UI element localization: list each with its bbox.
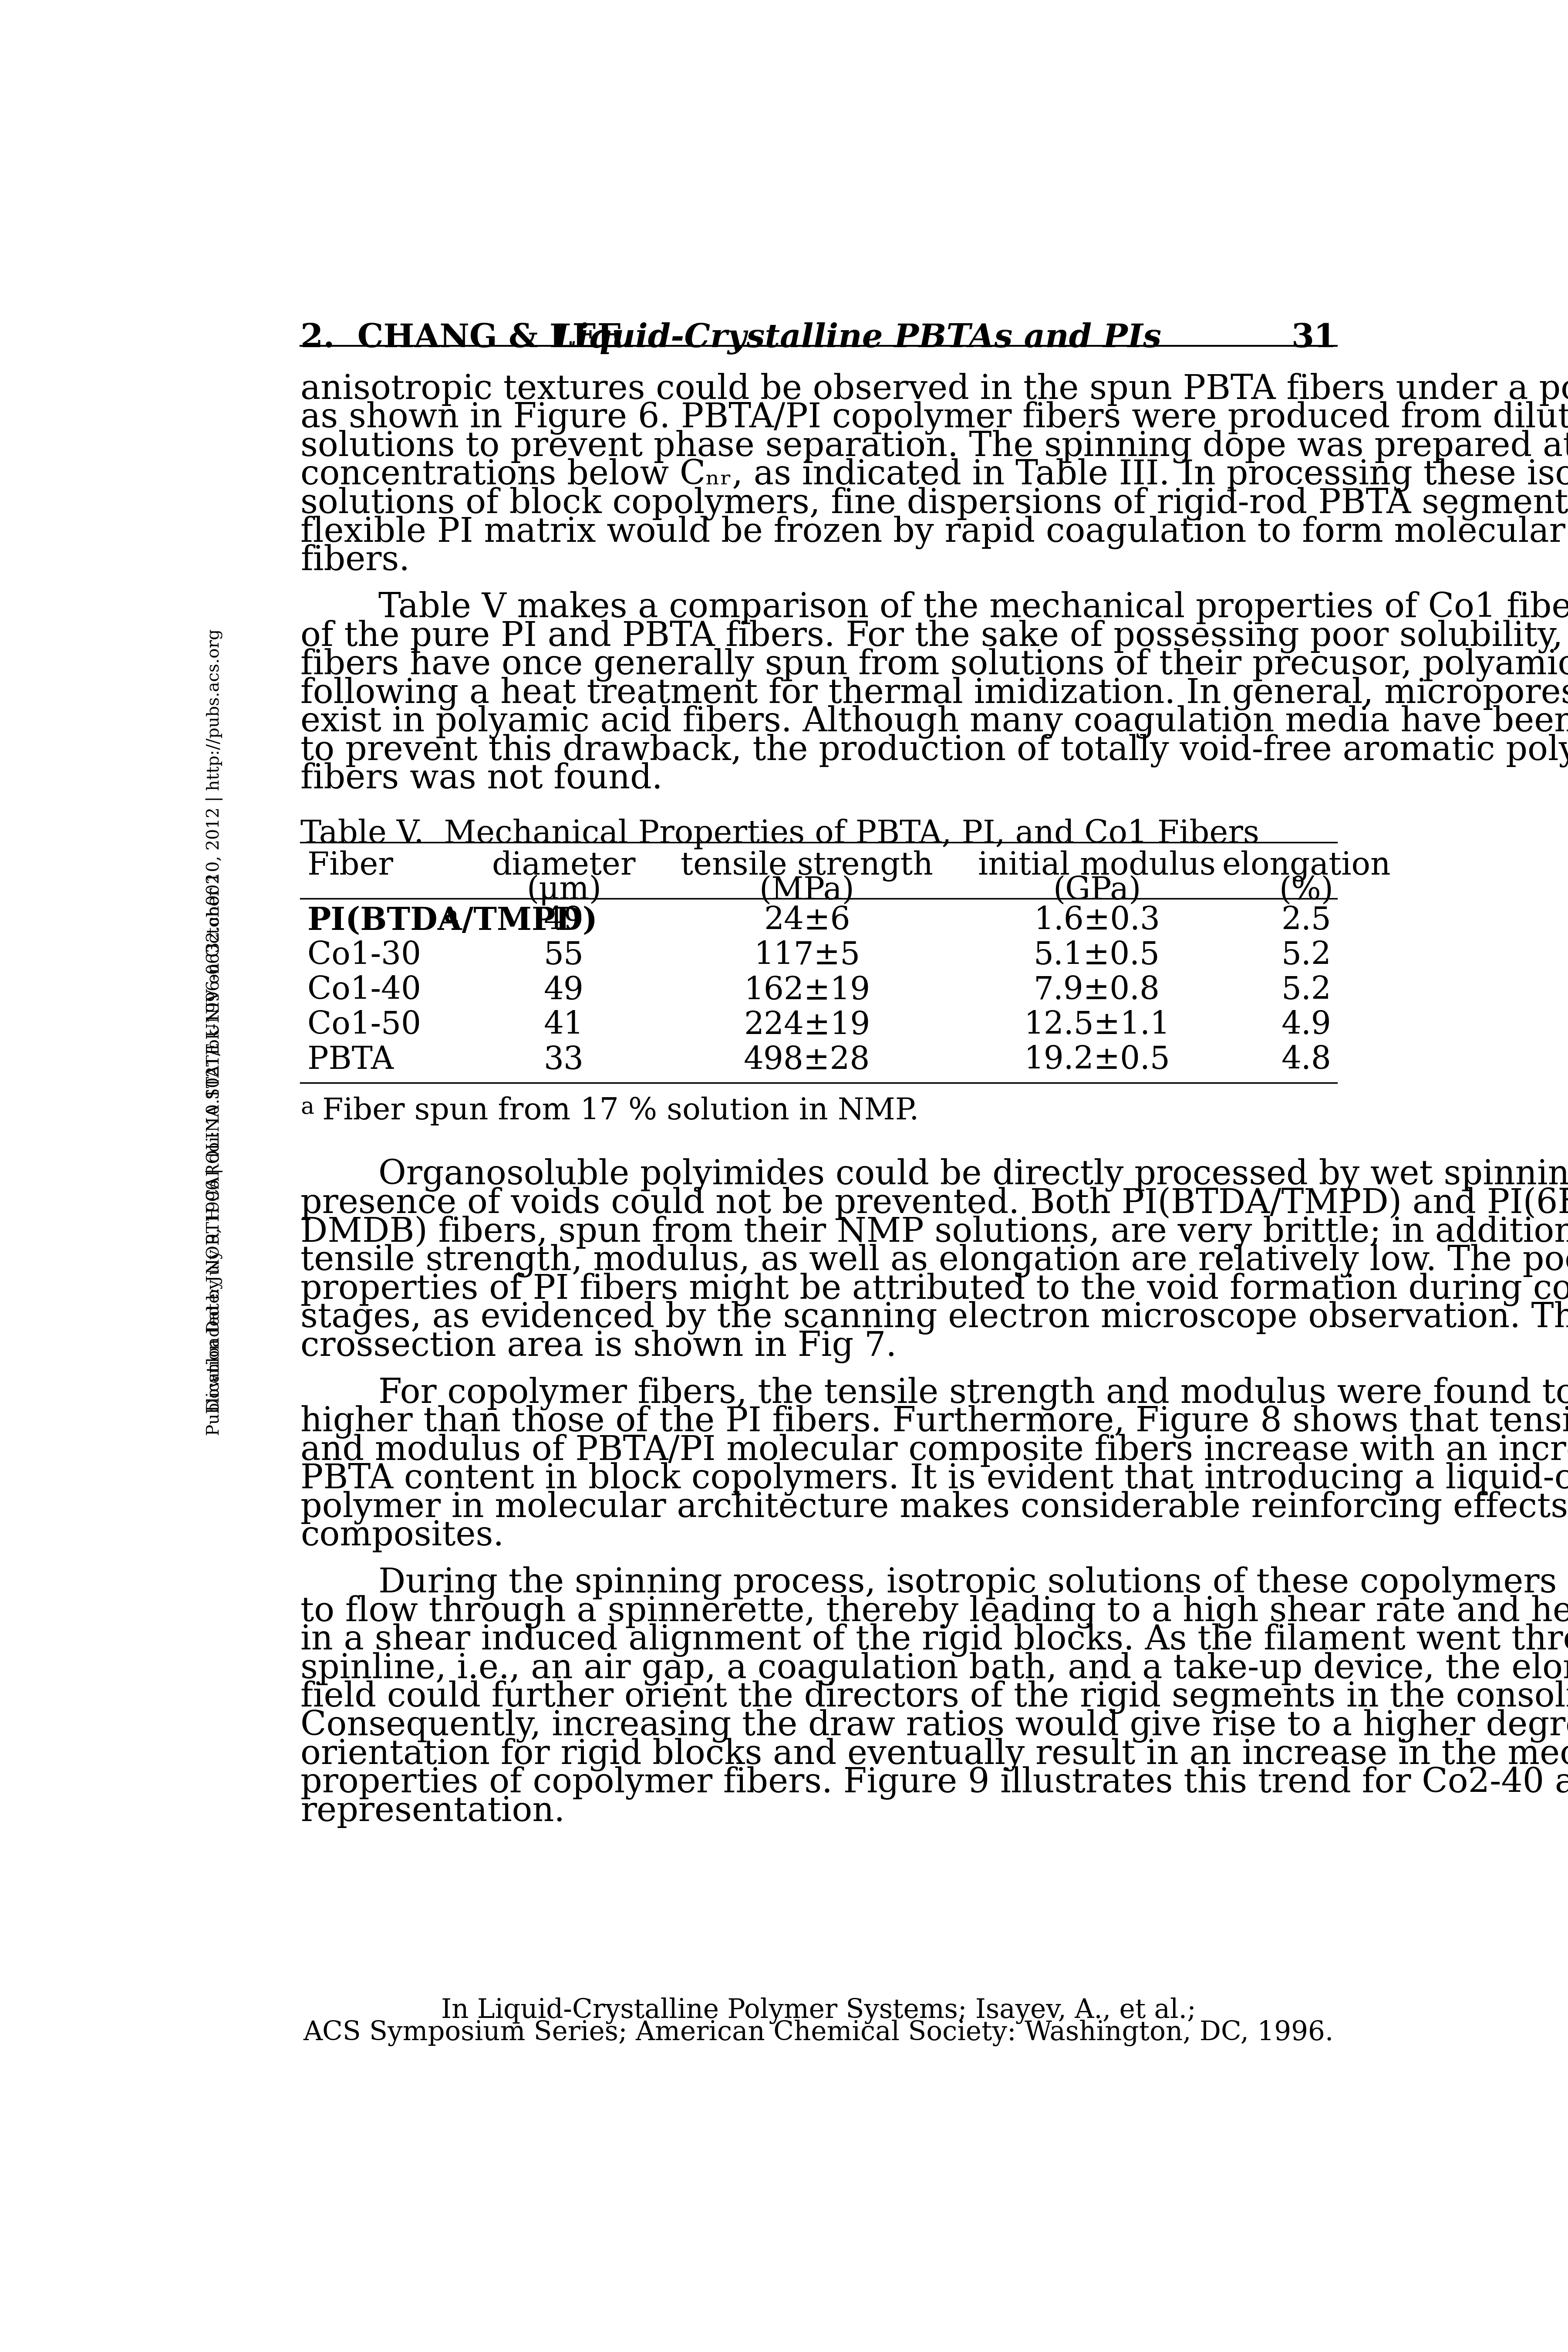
Text: Publication Date: July 9, 1996 | doi: 10.1021/bk-1996-0632.ch002: Publication Date: July 9, 1996 | doi: 10… bbox=[205, 873, 223, 1435]
Text: 1.6±0.3: 1.6±0.3 bbox=[1033, 906, 1160, 936]
Text: elongation: elongation bbox=[1221, 851, 1391, 882]
Text: polymer in molecular architecture makes considerable reinforcing effects in mole: polymer in molecular architecture makes … bbox=[301, 1491, 1568, 1524]
Text: Table V.  Mechanical Properties of PBTA, PI, and Co1 Fibers: Table V. Mechanical Properties of PBTA, … bbox=[301, 818, 1259, 849]
Text: Organosoluble polyimides could be directly processed by wet spinning while the: Organosoluble polyimides could be direct… bbox=[378, 1160, 1568, 1192]
Text: anisotropic textures could be observed in the spun PBTA fibers under a polarized: anisotropic textures could be observed i… bbox=[301, 374, 1568, 407]
Text: 162±19: 162±19 bbox=[743, 976, 870, 1007]
Text: Co1-30: Co1-30 bbox=[307, 941, 420, 971]
Text: (μm): (μm) bbox=[527, 875, 601, 906]
Text: Co1-40: Co1-40 bbox=[307, 976, 420, 1007]
Text: (MPa): (MPa) bbox=[759, 875, 855, 906]
Text: PBTA content in block copolymers. It is evident that introducing a liquid-crysta: PBTA content in block copolymers. It is … bbox=[301, 1463, 1568, 1496]
Text: fibers was not found.: fibers was not found. bbox=[301, 762, 663, 795]
Text: 2.5: 2.5 bbox=[1281, 906, 1331, 936]
Text: Co1-50: Co1-50 bbox=[307, 1009, 420, 1040]
Text: solutions of block copolymers, fine dispersions of rigid-rod PBTA segments in a: solutions of block copolymers, fine disp… bbox=[301, 487, 1568, 520]
Text: 4.9: 4.9 bbox=[1281, 1009, 1331, 1040]
Text: 4.8: 4.8 bbox=[1281, 1044, 1331, 1075]
Text: initial modulus: initial modulus bbox=[978, 851, 1215, 882]
Text: PBTA: PBTA bbox=[307, 1044, 394, 1075]
Text: 41: 41 bbox=[544, 1009, 583, 1040]
Text: 49: 49 bbox=[544, 976, 583, 1007]
Text: 33: 33 bbox=[544, 1044, 583, 1075]
Text: 2.  CHANG & LEE: 2. CHANG & LEE bbox=[301, 322, 622, 355]
Text: Fiber spun from 17 % solution in NMP.: Fiber spun from 17 % solution in NMP. bbox=[312, 1096, 919, 1127]
Text: In Liquid-Crystalline Polymer Systems; Isayev, A., et al.;: In Liquid-Crystalline Polymer Systems; I… bbox=[441, 1997, 1196, 2025]
Text: For copolymer fibers, the tensile strength and modulus were found to be much: For copolymer fibers, the tensile streng… bbox=[378, 1376, 1568, 1411]
Text: 5.2: 5.2 bbox=[1281, 976, 1331, 1007]
Text: properties of PI fibers might be attributed to the void formation during consoli: properties of PI fibers might be attribu… bbox=[301, 1272, 1568, 1305]
Text: 498±28: 498±28 bbox=[743, 1044, 870, 1075]
Text: tensile strength: tensile strength bbox=[681, 851, 933, 882]
Text: field could further orient the directors of the rigid segments in the consolidat: field could further orient the directors… bbox=[301, 1682, 1568, 1715]
Text: flexible PI matrix would be frozen by rapid coagulation to form molecular compos: flexible PI matrix would be frozen by ra… bbox=[301, 515, 1568, 548]
Text: composites.: composites. bbox=[301, 1519, 503, 1552]
Text: a: a bbox=[301, 1096, 314, 1120]
Text: 31: 31 bbox=[1290, 322, 1336, 355]
Text: DMDB) fibers, spun from their NMP solutions, are very brittle; in addition, thei: DMDB) fibers, spun from their NMP soluti… bbox=[301, 1216, 1568, 1249]
Text: fibers have once generally spun from solutions of their precusor, polyamic acid,: fibers have once generally spun from sol… bbox=[301, 649, 1568, 682]
Text: 19.2±0.5: 19.2±0.5 bbox=[1024, 1044, 1170, 1075]
Text: Table V makes a comparison of the mechanical properties of Co1 fibers with those: Table V makes a comparison of the mechan… bbox=[378, 590, 1568, 623]
Text: tensile strength, modulus, as well as elongation are relatively low. The poor me: tensile strength, modulus, as well as el… bbox=[301, 1244, 1568, 1277]
Text: 49: 49 bbox=[544, 906, 583, 936]
Text: higher than those of the PI fibers. Furthermore, Figure 8 shows that tensile str: higher than those of the PI fibers. Furt… bbox=[301, 1404, 1568, 1439]
Text: a: a bbox=[444, 906, 458, 927]
Text: PI(BTDA/TMPD): PI(BTDA/TMPD) bbox=[307, 906, 597, 936]
Text: to prevent this drawback, the production of totally void-free aromatic polyamic : to prevent this drawback, the production… bbox=[301, 734, 1568, 767]
Text: to flow through a spinnerette, thereby leading to a high shear rate and hence re: to flow through a spinnerette, thereby l… bbox=[301, 1595, 1568, 1628]
Text: spinline, i.e., an air gap, a coagulation bath, and a take-up device, the elonga: spinline, i.e., an air gap, a coagulatio… bbox=[301, 1651, 1568, 1686]
Text: 55: 55 bbox=[544, 941, 583, 971]
Text: properties of copolymer fibers. Figure 9 illustrates this trend for Co2-40 as a: properties of copolymer fibers. Figure 9… bbox=[301, 1766, 1568, 1799]
Text: Fiber: Fiber bbox=[307, 851, 394, 882]
Text: 24±6: 24±6 bbox=[764, 906, 850, 936]
Text: Consequently, increasing the draw ratios would give rise to a higher degree of: Consequently, increasing the draw ratios… bbox=[301, 1710, 1568, 1743]
Text: of the pure PI and PBTA fibers. For the sake of possessing poor solubility, poly: of the pure PI and PBTA fibers. For the … bbox=[301, 619, 1568, 654]
Text: solutions to prevent phase separation. The spinning dope was prepared at: solutions to prevent phase separation. T… bbox=[301, 430, 1568, 463]
Text: exist in polyamic acid fibers. Although many coagulation media have been investi: exist in polyamic acid fibers. Although … bbox=[301, 706, 1568, 739]
Text: and modulus of PBTA/PI molecular composite fibers increase with an increase of t: and modulus of PBTA/PI molecular composi… bbox=[301, 1435, 1568, 1468]
Text: During the spinning process, isotropic solutions of these copolymers were forced: During the spinning process, isotropic s… bbox=[378, 1566, 1568, 1599]
Text: 224±19: 224±19 bbox=[743, 1009, 870, 1040]
Text: diameter: diameter bbox=[492, 851, 635, 882]
Text: 5.2: 5.2 bbox=[1281, 941, 1331, 971]
Text: 7.9±0.8: 7.9±0.8 bbox=[1033, 976, 1160, 1007]
Text: orientation for rigid blocks and eventually result in an increase in the mechani: orientation for rigid blocks and eventua… bbox=[301, 1738, 1568, 1771]
Text: crossection area is shown in Fig 7.: crossection area is shown in Fig 7. bbox=[301, 1329, 897, 1364]
Text: following a heat treatment for thermal imidization. In general, micropores and v: following a heat treatment for thermal i… bbox=[301, 677, 1568, 710]
Text: representation.: representation. bbox=[301, 1795, 564, 1828]
Text: 12.5±1.1: 12.5±1.1 bbox=[1024, 1009, 1170, 1040]
Text: presence of voids could not be prevented. Both PI(BTDA/TMPD) and PI(6FDA/: presence of voids could not be prevented… bbox=[301, 1188, 1568, 1221]
Text: (%): (%) bbox=[1279, 875, 1333, 906]
Text: 5.1±0.5: 5.1±0.5 bbox=[1033, 941, 1160, 971]
Text: Liquid-Crystalline PBTAs and PIs: Liquid-Crystalline PBTAs and PIs bbox=[554, 322, 1162, 355]
Text: fibers.: fibers. bbox=[301, 543, 409, 576]
Text: Downloaded by NORTH CAROLINA STATE UNIV on October 10, 2012 | http://pubs.acs.or: Downloaded by NORTH CAROLINA STATE UNIV … bbox=[205, 628, 223, 1411]
Text: ACS Symposium Series; American Chemical Society: Washington, DC, 1996.: ACS Symposium Series; American Chemical … bbox=[304, 2020, 1334, 2046]
Text: in a shear induced alignment of the rigid blocks. As the filament went through t: in a shear induced alignment of the rigi… bbox=[301, 1623, 1568, 1658]
Text: 117±5: 117±5 bbox=[754, 941, 859, 971]
Text: concentrations below Cₙᵣ, as indicated in Table III. In processing these isotrop: concentrations below Cₙᵣ, as indicated i… bbox=[301, 459, 1568, 492]
Text: as shown in Figure 6. PBTA/PI copolymer fibers were produced from dilute isotrop: as shown in Figure 6. PBTA/PI copolymer … bbox=[301, 402, 1568, 435]
Text: (GPa): (GPa) bbox=[1054, 875, 1142, 906]
Text: stages, as evidenced by the scanning electron microscope observation. The porous: stages, as evidenced by the scanning ele… bbox=[301, 1301, 1568, 1334]
